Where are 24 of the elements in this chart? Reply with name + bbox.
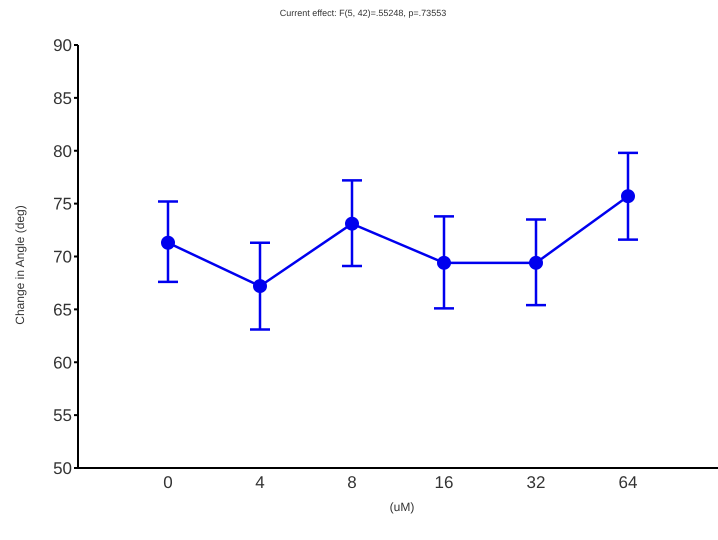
- y-tick-label: 80: [53, 142, 72, 161]
- point: [253, 279, 267, 294]
- x-tick-label: 0: [163, 473, 173, 492]
- point: [161, 236, 175, 250]
- x-tick-label: 4: [255, 473, 265, 492]
- point: [437, 256, 451, 270]
- y-tick-label: 60: [53, 353, 72, 372]
- point: [621, 189, 635, 204]
- y-tick-label: 65: [53, 300, 72, 320]
- y-tick-label: 85: [53, 88, 72, 108]
- x-tick-label: 64: [618, 473, 638, 492]
- y-tick-label: 50: [53, 459, 72, 478]
- x-tick-label: 32: [526, 473, 546, 492]
- y-axis-title: Change in Angle (deg): [13, 205, 27, 325]
- x-axis-title: (uM): [388, 500, 416, 514]
- y-tick-label: 90: [53, 36, 72, 56]
- point: [529, 256, 543, 270]
- chart-title: Current effect: F(5, 42)=.55248, p=.73553: [278, 8, 448, 18]
- point: [345, 216, 359, 231]
- y-tick-label: 75: [53, 194, 72, 214]
- y-tick-label: 55: [53, 406, 72, 426]
- y-tick-label: 70: [53, 248, 72, 267]
- x-tick-label: 16: [434, 473, 454, 492]
- x-tick-label: 8: [347, 473, 357, 492]
